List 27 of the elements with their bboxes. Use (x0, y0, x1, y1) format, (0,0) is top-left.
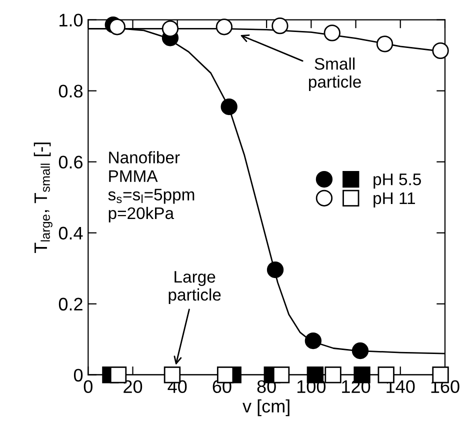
y-tick-label: 0.2 (58, 298, 82, 311)
y-tick-label: 0.8 (58, 84, 83, 98)
point (352, 342, 369, 360)
point (220, 98, 238, 116)
annotation: Small particle (309, 58, 361, 92)
annotation: Large particle (168, 271, 221, 304)
annotation: Nanofiber PMMA s$_{s}$=s$_{l}$=5ppm p=20kPa (108, 151, 194, 222)
point (324, 366, 342, 384)
y-tick-label: 0 (74, 368, 83, 382)
y-tick-label: 0.4 (58, 226, 83, 240)
point (162, 20, 179, 38)
point (266, 261, 284, 278)
legend-label: pH 11 (374, 192, 415, 208)
x-tick-label: 20 (124, 380, 142, 394)
y-tick-label: 1.0 (60, 14, 83, 27)
point (216, 18, 233, 36)
y-axis-title: T$_{large}$, T$_{small}$ [-] (34, 142, 52, 253)
point (432, 42, 449, 60)
point (376, 36, 394, 52)
point (304, 332, 322, 350)
legend-label: pH 5.5 (374, 174, 421, 189)
point (272, 18, 288, 34)
x-tick-label: 0 (84, 380, 92, 394)
x-axis-title: v [cm] (242, 399, 290, 416)
point (324, 24, 340, 42)
point (108, 18, 126, 36)
y-tick-label: 0.6 (58, 156, 83, 169)
